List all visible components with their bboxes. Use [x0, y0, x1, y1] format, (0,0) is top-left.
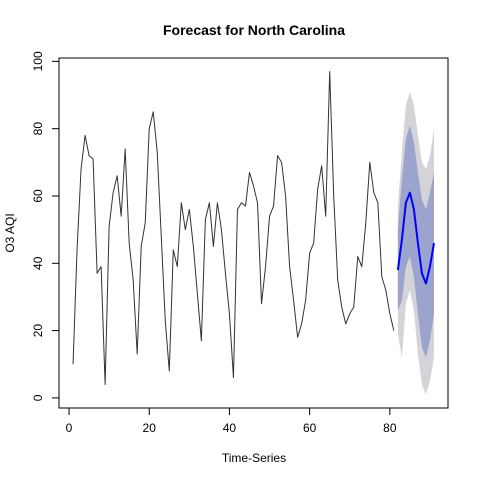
y-axis-label: O3 AQI: [3, 213, 17, 252]
y-tick-label: 100: [31, 51, 45, 71]
x-tick-label: 60: [303, 421, 317, 435]
x-tick-label: 40: [223, 421, 237, 435]
x-tick-label: 20: [143, 421, 157, 435]
chart-title: Forecast for North Carolina: [163, 22, 345, 38]
prediction-bands: [397, 91, 434, 395]
band-80-area: [397, 125, 434, 358]
x-axis: 0 20 40 60 80: [66, 407, 397, 435]
x-tick-label: 0: [66, 421, 73, 435]
y-tick-label: 0: [31, 394, 45, 401]
series-lines: [72, 70, 435, 385]
history-series-line: [72, 70, 395, 385]
x-axis-label: Time-Series: [222, 451, 286, 465]
y-tick-label: 80: [31, 122, 45, 136]
forecast-series-line: [396, 191, 435, 285]
y-tick-label: 40: [31, 256, 45, 270]
y-tick-label: 20: [31, 324, 45, 338]
y-axis: 0 20 40 60 80 100: [31, 51, 60, 401]
y-tick-label: 60: [31, 189, 45, 203]
x-tick-label: 80: [383, 421, 397, 435]
